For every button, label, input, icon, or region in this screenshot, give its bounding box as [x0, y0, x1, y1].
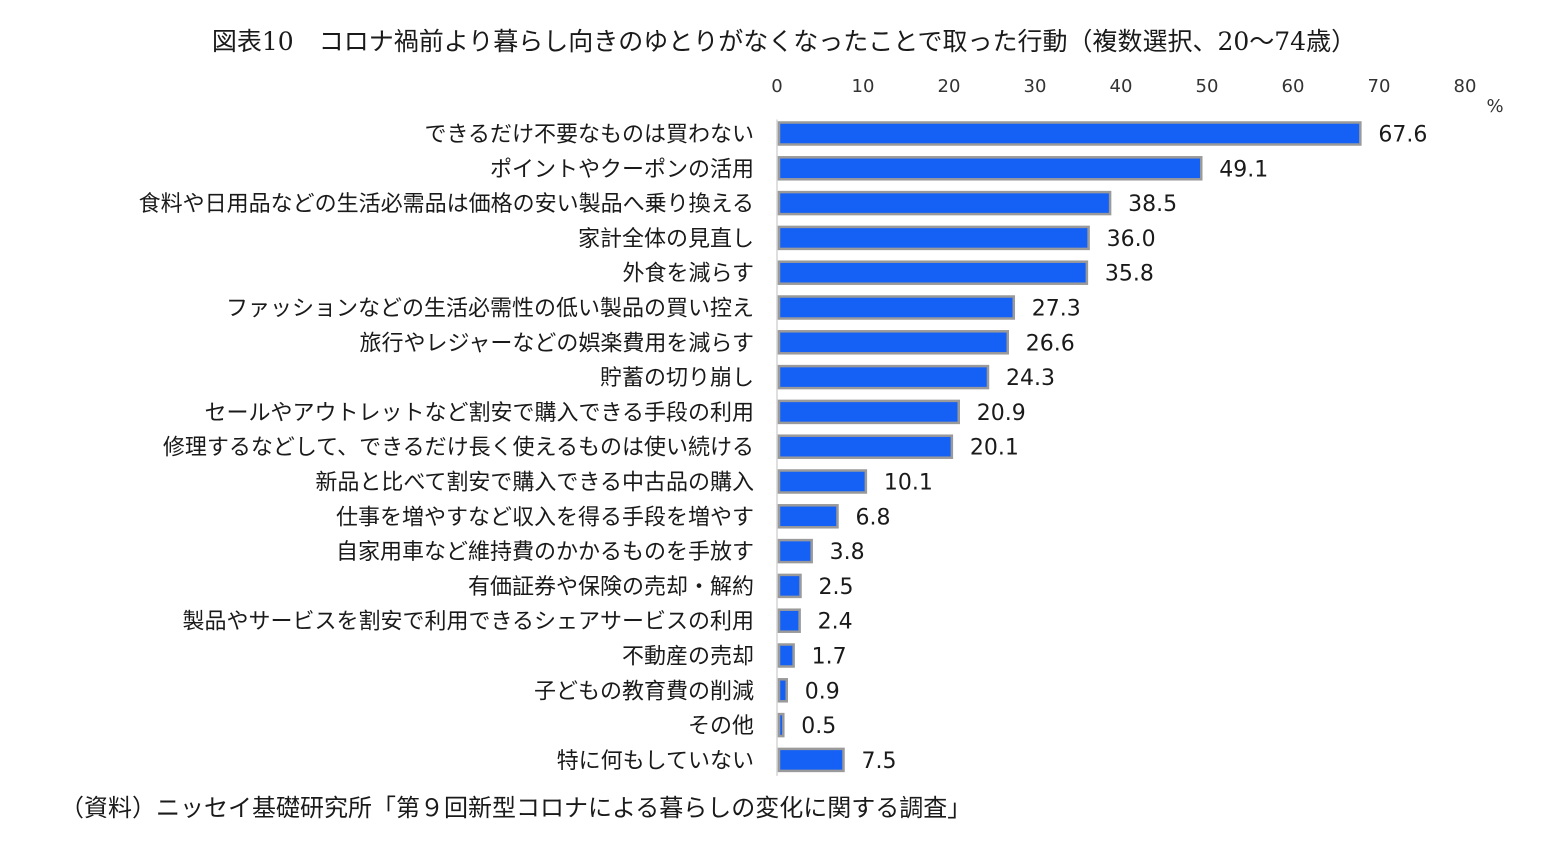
x-tick-label: 10	[852, 76, 875, 97]
data-label: 27.3	[1032, 297, 1081, 322]
source-note: （資料）ニッセイ基礎研究所「第９回新型コロナによる暮らしの変化に関する調査」	[60, 794, 972, 822]
data-label: 20.1	[970, 436, 1019, 461]
category-label: 有価証券や保険の売却・解約	[468, 575, 754, 600]
bars-group	[777, 121, 1362, 773]
data-label: 35.8	[1105, 262, 1154, 287]
data-label: 49.1	[1219, 157, 1268, 182]
data-label: 6.8	[855, 505, 890, 530]
x-tick-label: 40	[1110, 76, 1133, 97]
x-axis-ticks: 0 10 20 30 40 50 60 70 80	[771, 76, 1476, 97]
bar	[777, 504, 839, 529]
category-labels: できるだけ不要なものは買わないポイントやクーポンの活用食料や日用品などの生活必需…	[139, 123, 754, 774]
bar	[777, 330, 1010, 355]
x-axis-unit: %	[1486, 96, 1503, 117]
category-label: ポイントやクーポンの活用	[490, 157, 754, 182]
data-label: 26.6	[1026, 331, 1075, 356]
category-label: 不動産の売却	[622, 645, 754, 670]
value-labels: 67.6 49.1 38.5 36.0 35.8 27.3 26.6 24.3 20.9 20.1…	[801, 123, 1427, 774]
bar	[777, 469, 868, 494]
category-label: ファッションなどの生活必需性の低い製品の買い控え	[226, 297, 754, 322]
data-label: 10.1	[884, 471, 933, 496]
bar	[777, 121, 1362, 146]
category-label: 貯蓄の切り崩し	[600, 366, 754, 391]
bar	[777, 643, 795, 668]
category-label: 外食を減らす	[622, 262, 754, 287]
data-label: 1.7	[812, 645, 847, 670]
category-label: 家計全体の見直し	[578, 227, 754, 252]
category-label: セールやアウトレットなど割安で購入できる手段の利用	[204, 401, 754, 426]
bar	[777, 260, 1089, 285]
bar	[777, 399, 960, 425]
bar	[777, 747, 845, 773]
category-label: できるだけ不要なものは買わない	[424, 123, 754, 148]
bar	[777, 364, 990, 390]
data-label: 2.4	[818, 610, 853, 635]
x-tick-label: 80	[1454, 76, 1477, 97]
bar	[777, 295, 1016, 320]
bar	[777, 712, 785, 738]
x-tick-label: 50	[1196, 76, 1219, 97]
x-tick-label: 70	[1368, 76, 1391, 97]
data-label: 38.5	[1128, 192, 1177, 217]
category-label: 製品やサービスを割安で利用できるシェアサービスの利用	[182, 610, 754, 635]
x-tick-label: 30	[1024, 76, 1047, 97]
x-tick-label: 0	[771, 76, 782, 97]
category-label: 特に何もしていない	[557, 749, 754, 774]
category-label: 食料や日用品などの生活必需品は価格の安い製品へ乗り換える	[139, 192, 754, 217]
data-label: 36.0	[1107, 227, 1156, 252]
bar	[777, 434, 954, 459]
data-label: 7.5	[862, 749, 897, 774]
category-label: その他	[688, 714, 754, 739]
data-label: 2.5	[819, 575, 854, 600]
bar	[777, 156, 1203, 181]
data-label: 0.9	[805, 679, 840, 704]
x-tick-label: 60	[1282, 76, 1305, 97]
bar	[777, 678, 788, 703]
x-tick-label: 20	[938, 76, 961, 97]
data-label: 24.3	[1006, 366, 1055, 391]
bar	[777, 190, 1112, 216]
data-label: 0.5	[801, 714, 836, 739]
data-label: 20.9	[977, 401, 1026, 426]
chart-title: 図表10 コロナ禍前より暮らし向きのゆとりがなくなったことで取った行動（複数選択…	[211, 27, 1357, 56]
bar	[777, 538, 813, 564]
category-label: 自家用車など維持費のかかるものを手放す	[336, 540, 754, 565]
category-label: 子どもの教育費の削減	[534, 679, 754, 704]
bar	[777, 608, 801, 633]
data-label: 67.6	[1378, 123, 1427, 148]
data-label: 3.8	[830, 540, 865, 565]
bar	[777, 225, 1090, 251]
bar	[777, 573, 802, 599]
category-label: 新品と比べて割安で購入できる中古品の購入	[315, 471, 754, 496]
category-label: 旅行やレジャーなどの娯楽費用を減らす	[360, 331, 754, 356]
category-label: 仕事を増やすなど収入を得る手段を増やす	[336, 505, 754, 530]
category-label: 修理するなどして、できるだけ長く使えるものは使い続ける	[163, 436, 754, 461]
